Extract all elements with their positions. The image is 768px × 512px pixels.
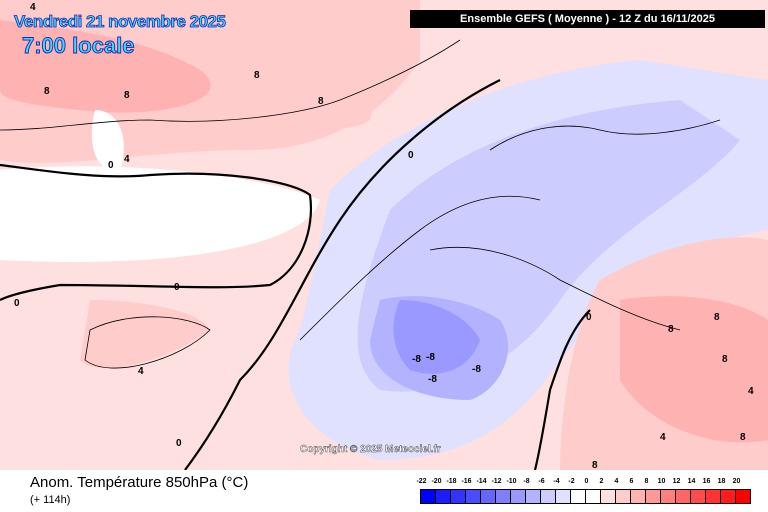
contour-label: 4 bbox=[138, 366, 144, 377]
legend-label: -16 bbox=[461, 478, 472, 485]
contour-label: 0 bbox=[14, 298, 20, 309]
contour-label: -8 bbox=[428, 374, 437, 385]
contour-label: 8 bbox=[668, 324, 674, 335]
legend-label: 18 bbox=[717, 478, 726, 485]
legend-label: -12 bbox=[491, 478, 502, 485]
legend-label: -22 bbox=[416, 478, 427, 485]
contour-label: 0 bbox=[174, 282, 180, 293]
legend-swatch bbox=[631, 490, 646, 503]
contour-label: 4 bbox=[30, 2, 36, 13]
legend-label: 0 bbox=[584, 478, 589, 485]
legend-swatch bbox=[586, 490, 601, 503]
forecast-time: 7:00 locale bbox=[22, 33, 135, 59]
model-run-banner: Ensemble GEFS ( Moyenne ) - 12 Z du 16/1… bbox=[410, 10, 765, 28]
legend-label: -20 bbox=[431, 478, 442, 485]
contour-label: 8 bbox=[592, 460, 598, 470]
contour-label: 8 bbox=[318, 96, 324, 107]
legend-swatch bbox=[481, 490, 496, 503]
contour-label: -8 bbox=[412, 354, 421, 365]
legend-label: -14 bbox=[476, 478, 487, 485]
legend-swatch bbox=[691, 490, 706, 503]
legend-label: 14 bbox=[687, 478, 696, 485]
legend-swatch bbox=[556, 490, 571, 503]
forecast-lead-time: (+ 114h) bbox=[30, 494, 71, 506]
legend-label: 12 bbox=[672, 478, 681, 485]
legend-swatch bbox=[421, 490, 436, 503]
legend-label: 8 bbox=[644, 478, 649, 485]
legend-swatch bbox=[601, 490, 616, 503]
contour-label: 0 bbox=[408, 150, 414, 161]
legend-swatch bbox=[541, 490, 556, 503]
contour-label: 8 bbox=[714, 312, 720, 323]
legend-label: -18 bbox=[446, 478, 457, 485]
legend-swatch bbox=[496, 490, 511, 503]
legend-swatch bbox=[676, 490, 691, 503]
legend-swatch bbox=[466, 490, 481, 503]
legend-label: -6 bbox=[538, 478, 545, 485]
legend-swatch bbox=[661, 490, 676, 503]
legend-swatch bbox=[646, 490, 661, 503]
legend-label: 20 bbox=[732, 478, 741, 485]
footer: Anom. Température 850hPa (°C) (+ 114h) -… bbox=[0, 470, 768, 512]
contour-label: -8 bbox=[472, 364, 481, 375]
contour-label: 0 bbox=[108, 160, 114, 171]
temperature-anomaly-map: 4 8 8 8 8 0 4 0 0 0 4 0 -8 -8 -8 -8 8 8 … bbox=[0, 0, 768, 470]
legend-label: -10 bbox=[506, 478, 517, 485]
legend-label: 16 bbox=[702, 478, 711, 485]
legend-swatch bbox=[616, 490, 631, 503]
legend-label: -8 bbox=[523, 478, 530, 485]
contour-label: 8 bbox=[124, 90, 130, 101]
legend-swatch bbox=[511, 490, 526, 503]
copyright: Copyright © 2025 Meteociel.fr bbox=[300, 444, 441, 455]
contour-label: -8 bbox=[426, 352, 435, 363]
contour-label: 0 bbox=[176, 438, 182, 449]
forecast-date: Vendredi 21 novembre 2025 bbox=[14, 12, 227, 32]
contour-label: 4 bbox=[660, 432, 666, 443]
legend-swatch bbox=[451, 490, 466, 503]
legend-label: -4 bbox=[553, 478, 560, 485]
contour-label: 0 bbox=[586, 312, 592, 323]
legend-swatch bbox=[736, 490, 750, 503]
contour-label: 8 bbox=[722, 354, 728, 365]
legend-swatch bbox=[571, 490, 586, 503]
legend-swatch bbox=[706, 490, 721, 503]
legend-labels: -22 -20 -18 -16 -14 -12 -10 -8 -6 -4 -2 0 2 4 6 8 10 12 14… bbox=[414, 478, 744, 485]
legend-label: 4 bbox=[614, 478, 619, 485]
legend-label: 10 bbox=[657, 478, 666, 485]
color-scale-legend bbox=[420, 489, 751, 504]
legend-swatch bbox=[436, 490, 451, 503]
contour-label: 8 bbox=[740, 432, 746, 443]
map-title: Anom. Température 850hPa (°C) bbox=[30, 474, 249, 491]
contour-label: 8 bbox=[254, 70, 260, 81]
legend-label: 2 bbox=[599, 478, 604, 485]
contour-label: 8 bbox=[44, 86, 50, 97]
legend-swatch bbox=[721, 490, 736, 503]
legend-label: -2 bbox=[568, 478, 575, 485]
legend-swatch bbox=[526, 490, 541, 503]
contour-label: 4 bbox=[124, 154, 130, 165]
contour-label: 4 bbox=[748, 386, 754, 397]
legend-label: 6 bbox=[629, 478, 634, 485]
